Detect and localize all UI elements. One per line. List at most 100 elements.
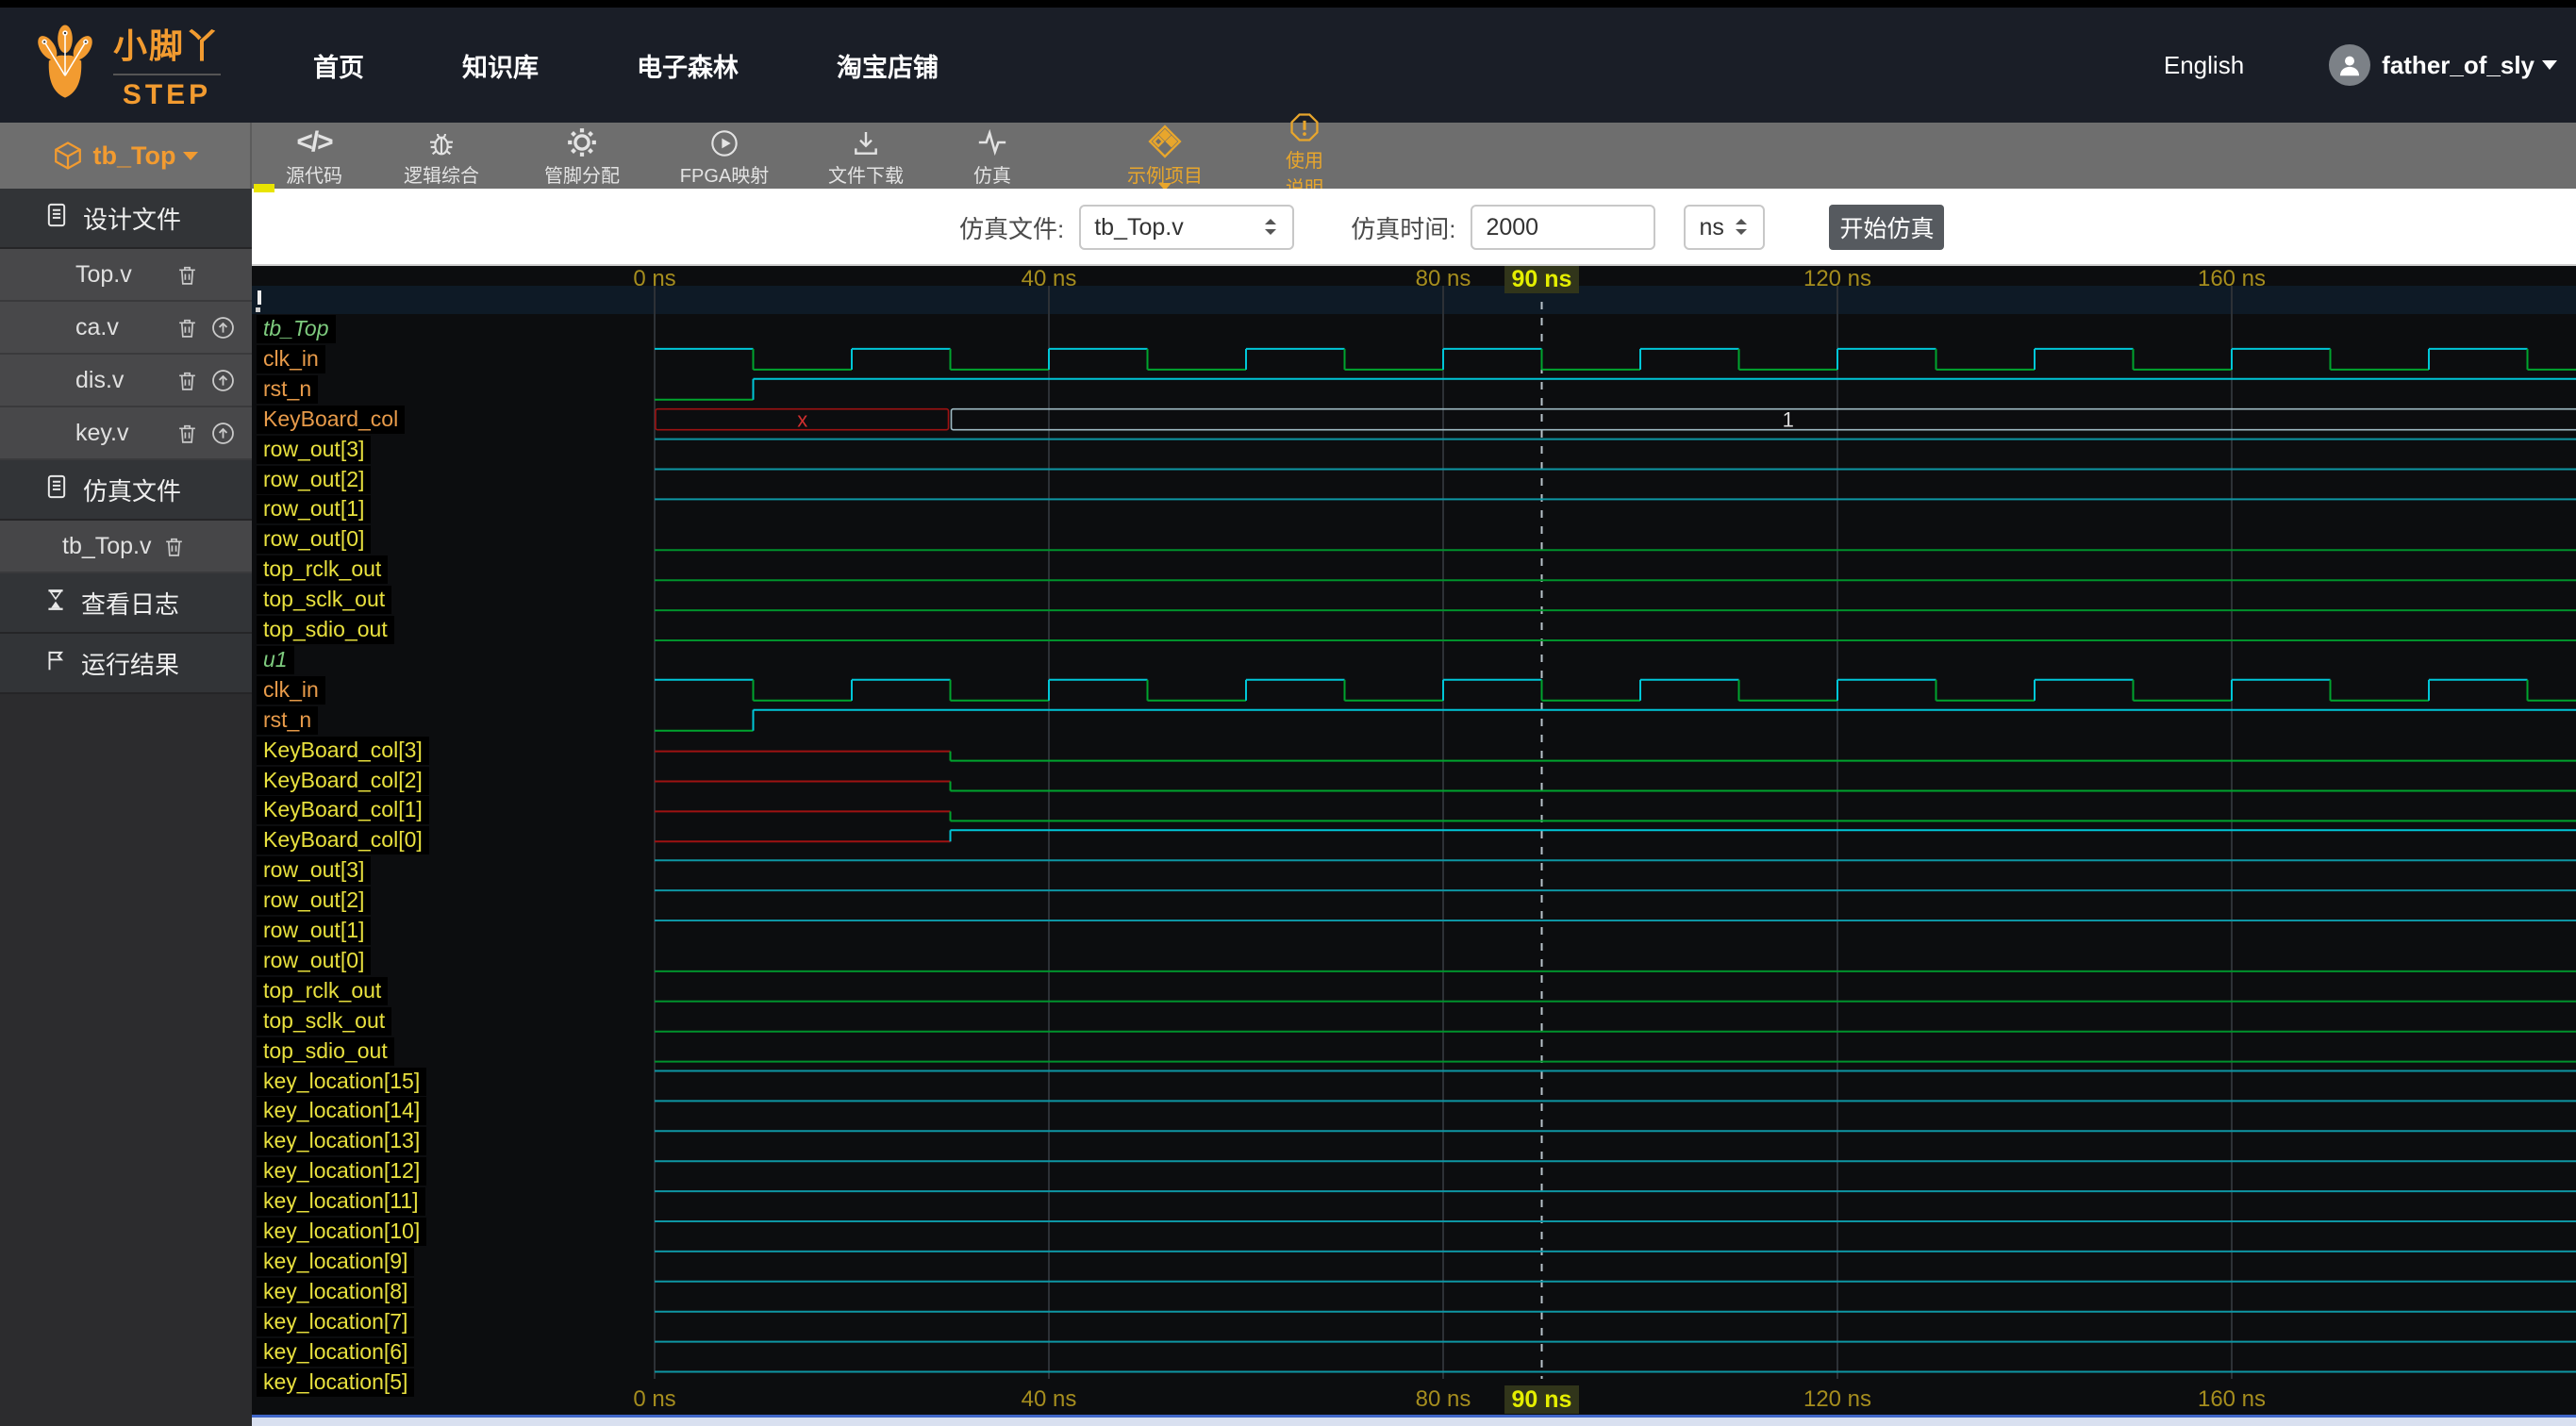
hourglass-icon [43,588,68,619]
signal-label[interactable]: key_location[7] [257,1307,415,1336]
sim-file-select[interactable]: tb_Top.v [1079,205,1295,250]
trash-icon[interactable] [175,422,199,445]
signal-label[interactable]: row_out[3] [257,435,372,464]
file-row-topv[interactable]: Top.v [0,249,252,302]
toolbar-item-source-code[interactable]: </> 源代码 [286,125,342,187]
progress-accent [254,184,274,192]
sidebar-item-run-results[interactable]: 运行结果 [0,634,252,694]
toolbar-item-synthesis[interactable]: 逻辑综合 [376,123,507,189]
sidebar-item-view-logs[interactable]: 查看日志 [0,573,252,634]
trash-icon[interactable] [175,369,199,392]
select-updown-icon [1736,219,1748,235]
edit-cursor-dot [256,307,260,312]
axis-tick-label: 80 ns [1415,266,1471,291]
signal-label[interactable]: top_sclk_out [257,1006,392,1036]
signal-label[interactable]: KeyBoard_col[1] [257,796,429,825]
signal-label[interactable]: top_sclk_out [257,586,392,615]
axis-tick-label: 120 ns [1803,266,1872,291]
time-axis-bottom: 0 ns 40 ns 80 ns 120 ns 160 ns 90 ns [252,1379,2576,1415]
signal-label[interactable]: KeyBoard_col [257,405,406,434]
play-circle-icon [709,124,740,158]
signal-label[interactable]: top_rclk_out [257,555,389,585]
signal-label[interactable]: row_out[1] [257,917,372,945]
simulation-control-bar: 仿真文件: tb_Top.v 仿真时间: ns 开始仿真 [252,184,2576,266]
toolbar-item-pin-assign[interactable]: 管脚分配 [507,123,657,189]
diamond-icon [1148,124,1182,158]
toolbar: tb_Top </> 源代码 逻辑综合 [0,113,2576,199]
signal-label[interactable]: key_location[11] [257,1187,425,1217]
file-row-tbtopv[interactable]: tb_Top.v [0,521,252,573]
toolbar-item-fpga-map[interactable]: FPGA映射 [657,123,791,189]
nav-item-taobao[interactable]: 淘宝店铺 [837,53,939,82]
nav-item-home[interactable]: 首页 [313,53,364,82]
signal-label[interactable]: KeyBoard_col[2] [257,766,429,795]
signal-label[interactable]: key_location[14] [257,1097,427,1126]
sidebar: 设计文件 Top.v ca.v dis.v [0,189,252,1426]
toolbar-item-examples[interactable]: 示例项目 [1044,123,1286,191]
trash-icon[interactable] [175,316,199,340]
signal-label[interactable]: key_location[13] [257,1127,427,1156]
toolbar-item-download[interactable]: 文件下载 [791,123,940,189]
signal-label[interactable]: clk_in [257,675,325,705]
nav-item-eetree[interactable]: 电子森林 [637,53,739,82]
project-selector[interactable]: tb_Top [0,123,252,189]
code-icon: </> [296,125,333,158]
frogfoot-logo-icon [28,22,102,109]
file-row-disv[interactable]: dis.v [0,355,252,407]
toolbar-item-help-doc[interactable]: 使用说明 [1286,113,1323,199]
signal-label[interactable]: top_rclk_out [257,976,389,1005]
sidebar-header-sim-files[interactable]: 仿真文件 [0,460,252,521]
signal-label[interactable]: rst_n [257,374,319,404]
document-icon [43,473,70,506]
logo-title: 小脚丫 [113,19,222,75]
cursor-time-label: 90 ns [1504,266,1580,293]
user-caret-down-icon[interactable] [2542,60,2557,70]
signal-label[interactable]: top_sdio_out [257,616,394,644]
signal-label[interactable]: row_out[3] [257,856,372,886]
nav-item-knowledge[interactable]: 知识库 [462,53,539,82]
signal-label[interactable]: row_out[1] [257,495,372,524]
scope-label[interactable]: tb_Top [257,315,336,343]
sidebar-header-design-files[interactable]: 设计文件 [0,189,252,249]
signal-label[interactable]: key_location[6] [257,1337,415,1367]
avatar[interactable] [2329,44,2371,86]
scope-label[interactable]: u1 [257,645,294,674]
signal-label[interactable]: KeyBoard_col[0] [257,826,429,855]
signal-label[interactable]: KeyBoard_col[3] [257,736,429,765]
download-icon [851,124,881,158]
signal-label[interactable]: key_location[5] [257,1368,415,1397]
file-row-keyv[interactable]: key.v [0,407,252,460]
signal-label[interactable]: rst_n [257,705,319,735]
axis-tick-label: 0 ns [633,1386,676,1412]
horizontal-scrollbar[interactable] [252,1415,2576,1426]
username[interactable]: father_of_sly [2382,50,2534,79]
upload-circle-icon[interactable] [210,421,236,446]
signal-label[interactable]: key_location[10] [257,1218,427,1246]
logo[interactable]: 小脚丫 STEP [28,19,264,111]
upload-circle-icon[interactable] [210,368,236,393]
selected-row-highlight [252,286,2576,314]
trash-icon[interactable] [175,263,199,287]
sim-unit-select[interactable]: ns [1684,205,1766,250]
signal-label[interactable]: row_out[0] [257,525,372,555]
upload-circle-icon[interactable] [210,315,236,340]
start-simulation-button[interactable]: 开始仿真 [1829,205,1945,250]
signal-label[interactable]: key_location[9] [257,1247,415,1276]
file-row-cav[interactable]: ca.v [0,302,252,355]
signal-label[interactable]: row_out[0] [257,946,372,975]
signal-label[interactable]: top_sdio_out [257,1036,394,1066]
language-switch[interactable]: English [2163,50,2245,79]
trash-icon[interactable] [162,535,186,558]
signal-label[interactable]: key_location[15] [257,1067,427,1096]
signal-label[interactable]: key_location[12] [257,1157,427,1186]
sim-time-input[interactable] [1471,205,1656,250]
toolbar-item-simulate[interactable]: 仿真 [940,123,1044,189]
signal-label[interactable]: row_out[2] [257,465,372,494]
signal-label[interactable]: row_out[2] [257,887,372,916]
document-icon [43,202,70,235]
signal-label[interactable]: clk_in [257,344,325,373]
signal-label[interactable]: key_location[8] [257,1277,415,1306]
